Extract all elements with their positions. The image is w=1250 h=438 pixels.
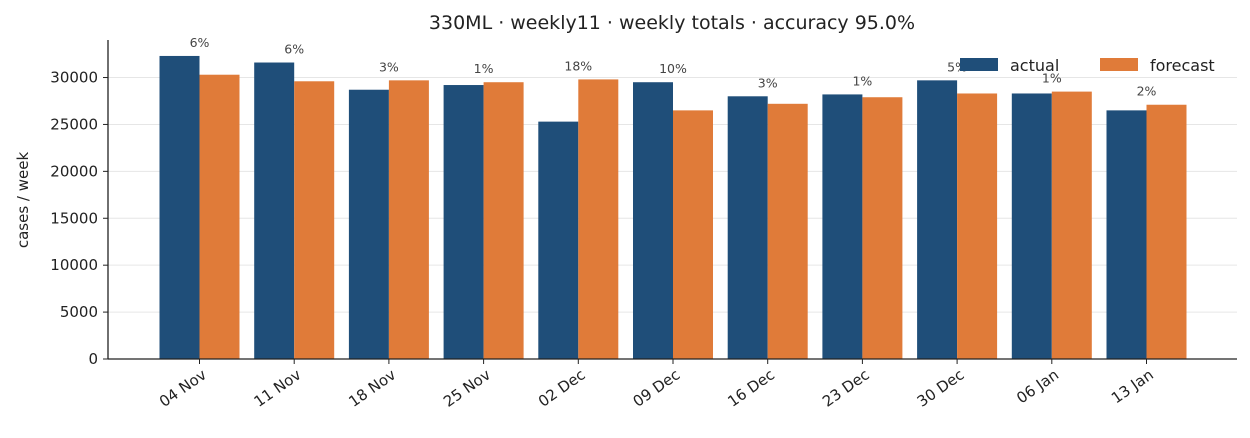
bar-data-label: 2%: [1137, 84, 1157, 99]
x-tick-label: 25 Nov: [440, 365, 494, 410]
bar-forecast: [388, 80, 429, 359]
bar-data-label: 1%: [474, 61, 494, 76]
x-tick-label: 16 Dec: [724, 366, 778, 411]
bar-forecast: [483, 82, 524, 360]
bar-forecast: [767, 103, 808, 359]
bars: [159, 55, 1187, 360]
bar-actual: [348, 89, 389, 359]
bar-actual: [254, 62, 295, 360]
x-tick-label: 09 Dec: [630, 366, 684, 411]
x-tick-label: 23 Dec: [819, 366, 873, 411]
bar-data-label: 1%: [1042, 71, 1062, 86]
bar-forecast: [1146, 104, 1187, 359]
bar-actual: [538, 121, 579, 360]
bar-actual: [1011, 93, 1052, 360]
bar-actual: [633, 82, 673, 360]
x-tick-label: 04 Nov: [156, 365, 210, 410]
y-axis-label: cases / week: [14, 152, 32, 249]
x-tick-label: 06 Jan: [1013, 366, 1062, 408]
bar-actual: [159, 55, 200, 359]
x-tick-label: 18 Nov: [345, 365, 399, 410]
y-tick-label: 10000: [50, 256, 98, 274]
bar-data-label: 1%: [852, 73, 872, 88]
bar-actual: [917, 80, 958, 359]
bar-forecast: [294, 81, 335, 360]
x-tick-label: 02 Dec: [535, 366, 589, 411]
bar-forecast: [957, 93, 998, 360]
x-tick-label: 30 Dec: [914, 366, 968, 411]
bar-data-label: 6%: [284, 42, 304, 57]
bar-forecast: [862, 97, 903, 359]
legend-label-forecast: forecast: [1150, 56, 1215, 75]
y-tick-label: 5000: [60, 303, 98, 321]
bar-actual: [1106, 110, 1147, 359]
legend: actual forecast: [960, 56, 1215, 75]
bar-forecast: [199, 74, 240, 359]
y-tick-label: 30000: [50, 69, 98, 87]
x-tick-label: 13 Jan: [1108, 366, 1157, 408]
y-ticks: 0 5000 10000 15000 20000 25000 30000: [50, 69, 108, 368]
bar-data-label: 3%: [379, 59, 399, 74]
legend-label-actual: actual: [1010, 56, 1059, 75]
bar-actual: [443, 85, 484, 360]
bar-forecast: [673, 110, 713, 359]
chart-title: 330ML · weekly11 · weekly totals · accur…: [429, 12, 915, 34]
bar-actual: [822, 94, 863, 359]
bar-data-label: 6%: [190, 35, 210, 50]
bar-data-label: 10%: [659, 61, 687, 76]
y-tick-label: 25000: [50, 115, 98, 133]
legend-swatch-forecast: [1100, 58, 1138, 71]
bar-forecast: [1051, 91, 1092, 360]
y-tick-label: 15000: [50, 209, 98, 227]
bar-data-label: 3%: [758, 75, 778, 90]
bar-forecast: [578, 79, 619, 359]
bar-data-label: 18%: [564, 58, 592, 73]
y-tick-label: 20000: [50, 162, 98, 180]
legend-swatch-actual: [960, 58, 998, 71]
bar-labels: 6% 6%3% 1% 18% 10%3% 1%5%1%2%: [190, 35, 1157, 99]
y-tick-label: 0: [88, 350, 98, 368]
x-ticks: 04 Nov 11 Nov 18 Nov 25 Nov 02 Dec 09 Dec 16 D…: [156, 359, 1157, 411]
x-tick-label: 11 Nov: [251, 365, 305, 410]
bar-actual: [727, 96, 768, 359]
